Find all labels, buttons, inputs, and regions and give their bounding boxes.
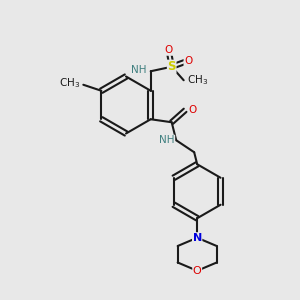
Text: O: O <box>188 105 196 115</box>
Text: O: O <box>193 266 202 276</box>
Text: NH: NH <box>131 65 146 75</box>
Text: CH$_3$: CH$_3$ <box>59 76 80 90</box>
Text: NH: NH <box>159 135 175 145</box>
Text: CH$_3$: CH$_3$ <box>187 74 208 87</box>
Text: O: O <box>184 56 192 66</box>
Text: O: O <box>165 45 173 55</box>
Text: N: N <box>193 233 202 243</box>
Text: S: S <box>167 60 176 73</box>
